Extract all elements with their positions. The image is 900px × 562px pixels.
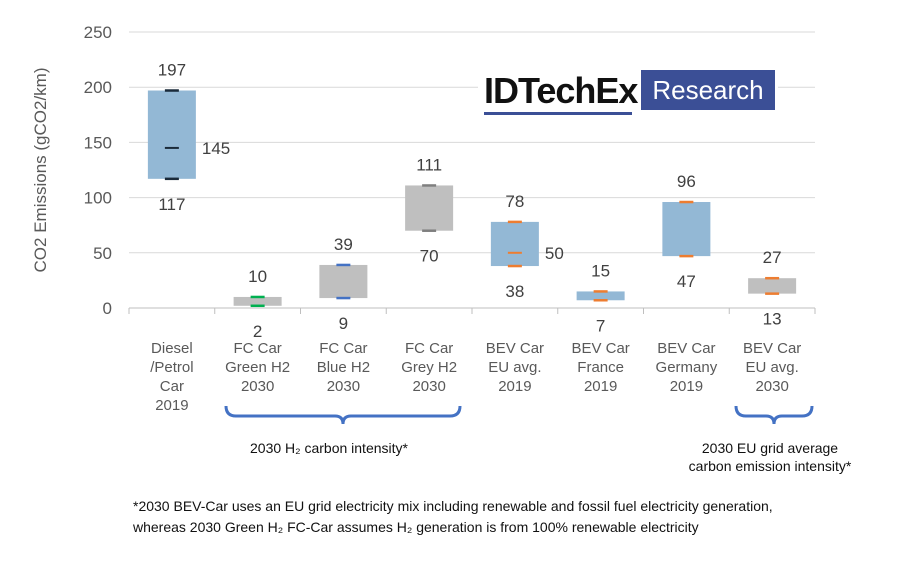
category-label: BEV Car bbox=[657, 340, 715, 357]
category-label: FC Car bbox=[233, 340, 281, 357]
category-label: 2019 bbox=[670, 378, 703, 395]
high-value-label: 15 bbox=[591, 261, 610, 280]
y-axis-label: CO2 Emissions (gCO2/km) bbox=[31, 68, 50, 273]
low-value-label: 9 bbox=[339, 314, 348, 333]
low-value-label: 38 bbox=[505, 282, 524, 301]
category-label: BEV Car bbox=[571, 340, 629, 357]
y-tick-label: 200 bbox=[84, 78, 112, 97]
category-label: France bbox=[577, 359, 624, 376]
category-label: EU avg. bbox=[745, 359, 798, 376]
low-value-label: 47 bbox=[677, 272, 696, 291]
footnote-line2: whereas 2030 Green H₂ FC-Car assumes H₂ … bbox=[133, 519, 699, 535]
category-label: 2019 bbox=[584, 378, 617, 395]
category-label: /Petrol bbox=[150, 359, 193, 376]
range-box bbox=[662, 202, 711, 257]
category-label: 2030 bbox=[241, 378, 274, 395]
category-label: 2030 bbox=[755, 378, 788, 395]
category-label: 2019 bbox=[498, 378, 531, 395]
eu-bracket-label-line1: 2030 EU grid average bbox=[701, 440, 839, 456]
h2-bracket-label: 2030 H₂ carbon intensity* bbox=[250, 440, 408, 456]
high-value-label: 10 bbox=[248, 267, 267, 286]
category-label: BEV Car bbox=[743, 340, 801, 357]
y-tick-label: 100 bbox=[84, 189, 112, 208]
category-label: 2030 bbox=[412, 378, 445, 395]
h2-bracket bbox=[224, 405, 462, 425]
eu-bracket bbox=[734, 405, 814, 425]
range-box bbox=[748, 278, 797, 294]
range-box bbox=[576, 291, 625, 301]
category-label: FC Car bbox=[405, 340, 453, 357]
y-tick-label: 0 bbox=[103, 299, 112, 318]
category-label: FC Car bbox=[319, 340, 367, 357]
category-label: Grey H2 bbox=[401, 359, 457, 376]
eu-bracket-label-line2: carbon emission intensity* bbox=[688, 458, 852, 474]
logo-underline bbox=[484, 112, 632, 115]
range-box bbox=[147, 90, 196, 179]
logo-wordmark: IDTechEx bbox=[484, 70, 638, 111]
high-value-label: 27 bbox=[763, 248, 782, 267]
idtechex-logo: IDTechEx Research bbox=[478, 68, 778, 115]
y-tick-label: 150 bbox=[84, 133, 112, 152]
footnote-line1: *2030 BEV-Car uses an EU grid electricit… bbox=[133, 498, 773, 514]
category-label: Diesel bbox=[151, 340, 193, 357]
range-box bbox=[319, 264, 368, 299]
y-tick-label: 250 bbox=[84, 23, 112, 42]
range-box bbox=[490, 221, 539, 267]
category-label: Green H2 bbox=[225, 359, 290, 376]
category-label: Blue H2 bbox=[317, 359, 370, 376]
low-value-label: 2 bbox=[253, 322, 262, 341]
category-label: Car bbox=[160, 378, 184, 395]
range-box bbox=[405, 185, 454, 231]
category-label: EU avg. bbox=[488, 359, 541, 376]
low-value-label: 70 bbox=[420, 247, 439, 266]
y-tick-label: 50 bbox=[93, 244, 112, 263]
category-label: 2019 bbox=[155, 397, 188, 414]
mid-value-label: 145 bbox=[202, 139, 230, 158]
high-value-label: 197 bbox=[158, 61, 186, 80]
category-label: 2030 bbox=[327, 378, 360, 395]
mid-value-label: 50 bbox=[545, 244, 564, 263]
low-value-label: 117 bbox=[158, 195, 185, 214]
range-box bbox=[233, 296, 282, 306]
high-value-label: 96 bbox=[677, 172, 696, 191]
high-value-label: 78 bbox=[505, 192, 524, 211]
high-value-label: 39 bbox=[334, 235, 353, 254]
category-label: BEV Car bbox=[486, 340, 544, 357]
logo-research-badge: Research bbox=[641, 70, 775, 110]
low-value-label: 7 bbox=[596, 316, 605, 335]
high-value-label: 111 bbox=[416, 155, 442, 174]
category-label: Germany bbox=[656, 359, 718, 376]
low-value-label: 13 bbox=[763, 310, 782, 329]
